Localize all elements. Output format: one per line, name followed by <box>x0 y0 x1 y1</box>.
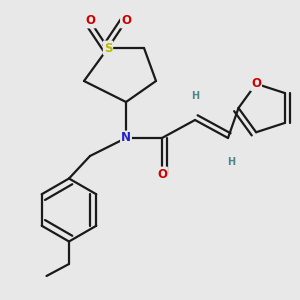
Text: H: H <box>191 91 199 101</box>
Text: O: O <box>251 77 261 90</box>
Text: S: S <box>104 41 112 55</box>
Text: N: N <box>121 131 131 145</box>
Text: O: O <box>157 167 167 181</box>
Text: O: O <box>85 14 95 28</box>
Text: O: O <box>121 14 131 28</box>
Text: H: H <box>227 157 235 167</box>
